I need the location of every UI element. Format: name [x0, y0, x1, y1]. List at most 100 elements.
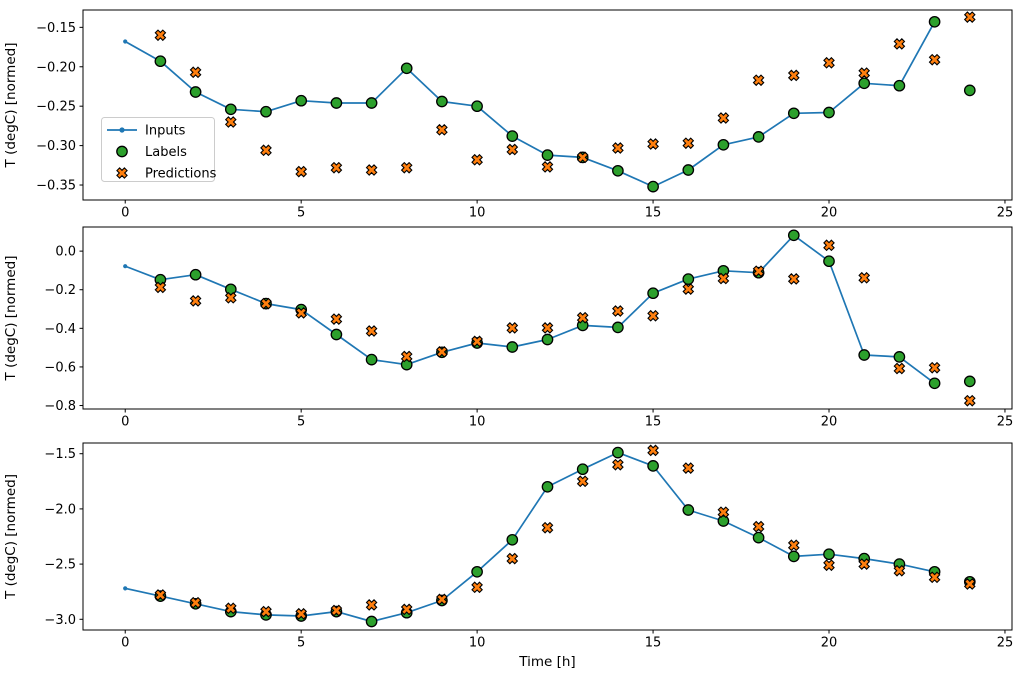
x-tick-label: 5 — [297, 415, 305, 430]
inputs-marker — [123, 264, 128, 269]
x-tick-label: 20 — [821, 206, 838, 221]
labels-marker — [893, 79, 906, 92]
inputs-line — [124, 21, 936, 188]
labels-marker — [576, 463, 589, 476]
y-tick-label: −0.15 — [36, 21, 76, 36]
predictions-marker — [787, 273, 800, 285]
labels-marker — [506, 533, 519, 546]
predictions-marker — [823, 559, 835, 572]
predictions-marker — [858, 558, 871, 570]
predictions-marker — [787, 539, 800, 552]
predictions-marker — [647, 444, 659, 457]
labels-marker — [647, 180, 659, 193]
predictions-marker — [858, 271, 871, 284]
x-tick-label: 5 — [297, 206, 305, 221]
predictions-marker — [682, 137, 695, 150]
predictions-marker — [823, 56, 835, 69]
labels-marker — [787, 229, 800, 242]
labels-marker — [823, 106, 835, 119]
predictions-marker — [576, 311, 589, 324]
predictions-marker — [576, 475, 589, 488]
x-tick-label: 25 — [997, 206, 1014, 221]
labels-marker — [893, 351, 906, 363]
legend-x-icon — [116, 167, 128, 179]
predictions-marker — [154, 29, 167, 42]
x-tick-label: 5 — [297, 636, 305, 651]
legend-item-label: Inputs — [145, 124, 186, 139]
predictions-marker — [471, 581, 483, 594]
y-axis-label: T (degC) [normed] — [3, 43, 19, 169]
x-axis-label: Time [h] — [518, 654, 575, 670]
predictions-marker — [541, 161, 554, 173]
x-tick-label: 0 — [121, 206, 129, 221]
y-tick-label: −1.5 — [44, 447, 76, 462]
predictions-marker — [400, 350, 413, 363]
predictions-marker — [365, 599, 378, 611]
predictions-marker — [365, 325, 378, 337]
predictions-marker — [471, 153, 483, 166]
predictions-marker — [647, 138, 659, 150]
predictions-marker — [400, 161, 413, 174]
y-axis-label: T (degC) [normed] — [3, 474, 19, 600]
plot-area — [82, 442, 1013, 631]
labels-marker — [752, 131, 765, 143]
predictions-marker — [260, 297, 272, 310]
y-tick-label: −0.20 — [36, 60, 76, 75]
labels-marker — [224, 283, 237, 296]
predictions-marker — [787, 69, 800, 82]
predictions-marker — [541, 521, 554, 534]
predictions-marker — [612, 142, 624, 154]
predictions-marker — [612, 458, 624, 471]
legend-circle-icon — [116, 145, 128, 158]
x-tick-label: 10 — [469, 636, 486, 651]
predictions-marker — [400, 603, 413, 616]
predictions-marker — [295, 607, 308, 620]
predictions-marker — [506, 143, 519, 156]
x-tick-label: 25 — [997, 636, 1014, 651]
x-tick-label: 0 — [121, 415, 129, 430]
x-tick-label: 0 — [121, 636, 129, 651]
predictions-marker — [506, 552, 519, 565]
labels-marker — [928, 15, 941, 28]
y-tick-label: −0.6 — [44, 360, 76, 375]
subplot-1: 0 5 10 15 20 25 −0.15 −0.20 −0.25 −0.30 −0.35 T (de… — [3, 9, 1014, 221]
y-axis-label: T (degC) [normed] — [3, 256, 19, 382]
predictions-marker — [752, 74, 765, 87]
labels-marker — [506, 130, 519, 142]
predictions-marker — [928, 571, 941, 584]
labels-marker — [436, 95, 448, 108]
labels-marker — [752, 531, 765, 544]
labels-marker — [647, 287, 659, 300]
x-tick-label: 15 — [645, 206, 662, 221]
inputs-marker — [123, 586, 128, 591]
subplot-2: 0 5 10 15 20 25 0.0 −0.2 −0.4 −0.6 −0.8 T (degC) [n… — [3, 226, 1013, 430]
predictions-marker — [717, 272, 730, 285]
predictions-marker — [189, 596, 202, 609]
labels-marker — [823, 255, 835, 268]
y-tick-label: −0.25 — [36, 100, 76, 115]
subplot-3: 0 5 10 15 20 25 −1.5 −2.0 −2.5 −3.0 T (degC) [norm… — [3, 442, 1014, 670]
predictions-marker — [928, 361, 941, 374]
legend-item-label: Predictions — [145, 167, 217, 182]
legend-item-predictions: Predictions — [116, 167, 217, 182]
labels-marker — [717, 515, 730, 527]
labels-marker — [224, 103, 237, 116]
labels-marker — [858, 349, 871, 361]
predictions-marker — [963, 394, 976, 407]
predictions-marker — [682, 283, 695, 295]
predictions-marker — [330, 604, 343, 617]
labels-marker — [154, 55, 167, 68]
legend-line-dot-icon — [119, 127, 125, 133]
labels-marker — [963, 84, 976, 97]
predictions-marker — [436, 593, 448, 606]
legend-item-inputs: Inputs — [107, 124, 186, 139]
labels-marker — [682, 164, 695, 176]
inputs-line — [125, 451, 935, 623]
y-tick-label: −0.30 — [36, 139, 76, 154]
predictions-marker — [682, 462, 695, 474]
predictions-marker — [365, 164, 378, 176]
legend: Inputs Labels Predictions — [101, 117, 217, 182]
labels-marker — [365, 97, 378, 109]
labels-marker — [682, 273, 695, 285]
